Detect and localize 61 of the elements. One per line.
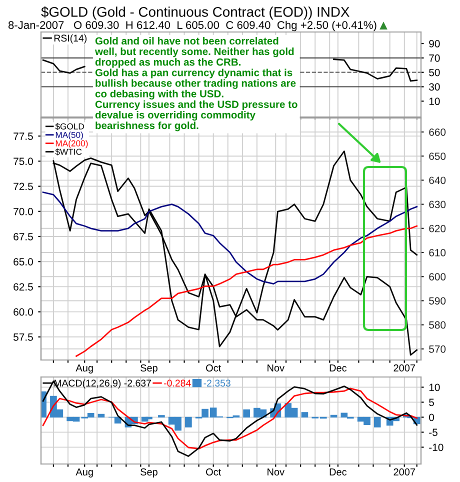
y-tick-label: 77.5 [14,132,33,140]
y-tick-label: 90 [429,40,440,48]
line-series [76,225,418,357]
y-tick-label: 30 [429,83,440,91]
bar [243,409,250,418]
x-tick-label: Dec [330,364,347,372]
x-tick-label: Nov [268,364,284,372]
bar [374,416,381,428]
legend-label: $GOLD [55,123,84,130]
y-tick-label: 5 [429,398,434,406]
line-series [42,388,418,450]
x-tick-label: Sep [140,468,158,478]
y2-tick-label: 650 [429,152,446,160]
y2-tick-label: 600 [429,273,446,280]
x-tick-label: Oct [206,364,222,372]
legend-label: RSI(14) [54,34,87,44]
y-tick-label: 75.0 [14,158,33,166]
chart-title: $GOLD (Gold - Continuous Contract (EOD)) INDX [41,6,350,20]
y-tick-label: 72.5 [14,182,33,190]
bar [330,414,338,418]
y-tick-label: 70.0 [14,208,33,216]
x-tick-label: Oct [206,468,222,476]
y-tick-label: 67.5 [14,232,33,240]
x-tick-label: Nov [268,468,284,476]
y-tick-label: 65.0 [14,258,33,266]
y-tick-label: 60.0 [14,308,33,316]
y-tick-label: 0 [429,414,434,422]
x-tick-label: Dec [330,468,347,476]
line-series [42,192,418,285]
y-tick-label: 62.5 [14,283,33,291]
y-tick-label: -5 [429,428,438,436]
legend-label: MA(50) [56,132,83,140]
y2-tick-label: 580 [429,321,446,329]
bar [98,414,105,418]
x-tick-label: 2007 [394,364,416,372]
x-tick-label: Aug [76,468,93,478]
legend-label: $WTIC [55,148,82,156]
y2-tick-label: 620 [429,224,446,232]
y-tick-label: 10 [429,98,440,106]
y2-tick-label: 640 [429,176,446,184]
y-tick-label: -10 [429,444,444,452]
chart-subtitle: 8-Jan-2007 O 609.30 H 612.40 L 605.00 C 609.40 Chg +2.50 (+0.41%) [8,20,376,32]
y2-tick-label: 590 [429,297,446,305]
legend-label: -0.284 [164,380,191,387]
y2-tick-label: 630 [429,200,446,208]
text: Gold and oil have not been correlated well, but recently some. Neither has gold dropped as much as the CRB. Gold has a pan currency dynamic that is bullish because other trading nations are co debasing with the USD. Currency issues and the USD pressure to devalue is overriding commodity bearishness for gold. [94,37,298,132]
x-tick-label: Sep [140,364,158,374]
legend-label: MA(200) [56,140,88,148]
line-series [42,380,418,457]
x-tick-label: 2007 [394,468,416,476]
legend-label: -2.353 [204,380,230,387]
y-tick-label: 70 [429,54,440,62]
y-tick-label: 50 [429,68,440,76]
y2-tick-label: 610 [429,249,446,256]
y-tick-label: 10 [429,384,440,392]
y2-tick-label: 660 [429,128,446,136]
y-tick-label: 57.5 [14,334,33,341]
bar [185,416,192,428]
y2-tick-label: 570 [429,345,446,353]
bar [301,412,308,418]
x-tick-label: Aug [76,364,93,374]
